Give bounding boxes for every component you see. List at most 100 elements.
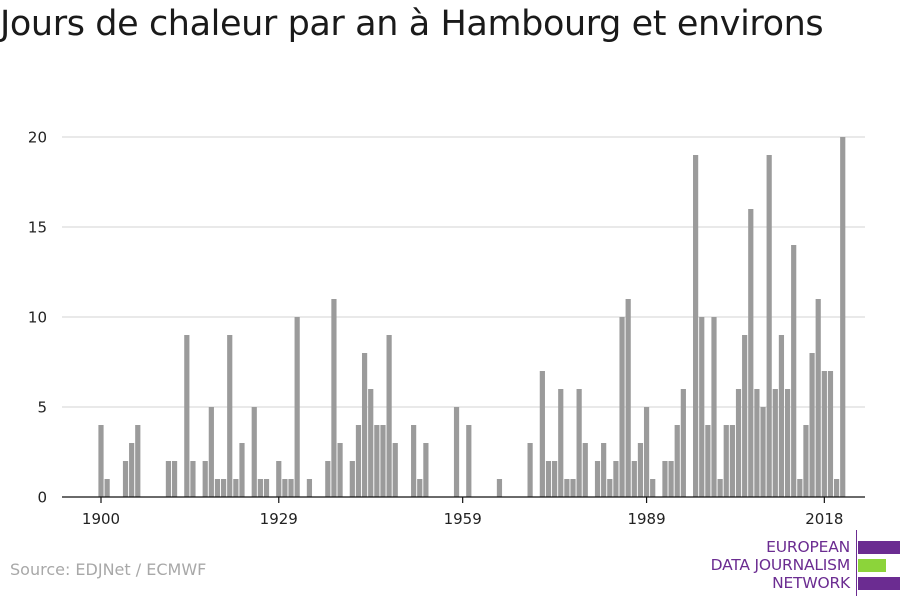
bar xyxy=(276,461,282,497)
y-tick-label: 20 xyxy=(28,129,47,147)
bar xyxy=(834,479,840,497)
bar xyxy=(803,425,809,497)
bar xyxy=(729,425,735,497)
bar xyxy=(619,317,625,497)
bar xyxy=(539,371,545,497)
bar xyxy=(699,317,705,497)
bar xyxy=(766,155,772,497)
bar xyxy=(754,389,760,497)
bar xyxy=(257,479,263,497)
edjnet-logo[interactable]: EUROPEAN DATA JOURNALISM NETWORK xyxy=(700,530,900,596)
bar xyxy=(288,479,294,497)
bar xyxy=(202,461,208,497)
bar xyxy=(705,425,711,497)
bar xyxy=(135,425,141,497)
logo-bar-bottom xyxy=(858,577,900,590)
bar xyxy=(122,461,129,497)
logo-text-line-1: EUROPEAN xyxy=(766,538,850,556)
bar xyxy=(251,407,257,497)
source-note: Source: EDJNet / ECMWF xyxy=(10,560,207,579)
logo-text-line-2: DATA JOURNALISM xyxy=(710,556,851,574)
bar xyxy=(742,335,748,497)
bar xyxy=(570,479,576,497)
bar xyxy=(613,461,619,497)
x-tick-label: 1929 xyxy=(260,510,298,528)
bar xyxy=(809,353,815,497)
bar xyxy=(221,479,227,497)
bar xyxy=(233,479,239,497)
bar xyxy=(392,443,398,497)
bar xyxy=(361,353,368,497)
bar xyxy=(294,317,300,497)
bar xyxy=(760,407,766,497)
bar xyxy=(227,335,233,497)
bar xyxy=(208,407,214,497)
y-tick-label: 0 xyxy=(37,489,47,507)
bar xyxy=(650,479,656,497)
bar xyxy=(594,461,601,497)
bar xyxy=(662,461,668,497)
bar xyxy=(827,371,834,497)
bar xyxy=(680,389,686,497)
bar xyxy=(631,461,637,497)
bar xyxy=(466,425,472,497)
bar xyxy=(576,389,582,497)
bar xyxy=(374,425,380,497)
bar xyxy=(282,479,288,497)
bar xyxy=(723,425,729,497)
bar xyxy=(840,137,846,497)
x-tick-label: 1959 xyxy=(444,510,482,528)
bar xyxy=(558,389,564,497)
x-tick-label: 1989 xyxy=(627,510,665,528)
bar xyxy=(748,209,754,497)
bar xyxy=(717,479,723,497)
bar xyxy=(214,479,221,497)
bar xyxy=(821,371,827,497)
bar xyxy=(778,335,785,497)
bar xyxy=(564,479,570,497)
bar xyxy=(735,389,742,497)
y-tick-label: 5 xyxy=(37,399,47,417)
x-tick-label: 2018 xyxy=(805,510,843,528)
y-tick-label: 15 xyxy=(28,219,47,237)
logo-separator xyxy=(856,530,857,596)
x-tick-label: 1900 xyxy=(82,510,120,528)
logo-bar-top xyxy=(858,541,900,554)
bar xyxy=(190,461,196,497)
bar xyxy=(104,479,110,497)
bar xyxy=(165,461,172,497)
bar xyxy=(791,245,797,497)
chart-title: Jours de chaleur par an à Hambourg et en… xyxy=(0,4,824,44)
bar xyxy=(601,443,607,497)
y-tick-label: 10 xyxy=(28,309,47,327)
bar xyxy=(772,389,778,497)
bar xyxy=(815,299,821,497)
bar xyxy=(674,425,680,497)
bar xyxy=(171,461,178,497)
bar xyxy=(129,443,135,497)
bar xyxy=(417,479,423,497)
bar xyxy=(496,479,503,497)
bar xyxy=(545,461,552,497)
bar xyxy=(306,479,313,497)
logo-text-line-3: NETWORK xyxy=(772,574,850,592)
bar xyxy=(582,443,588,497)
bar xyxy=(637,443,644,497)
bar xyxy=(349,461,355,497)
bar xyxy=(552,461,558,497)
bar xyxy=(797,479,803,497)
bar xyxy=(325,461,331,497)
bar xyxy=(239,443,245,497)
bar xyxy=(607,479,613,497)
bar xyxy=(386,335,392,497)
bar xyxy=(423,443,429,497)
bar xyxy=(263,479,270,497)
bar xyxy=(368,389,374,497)
bar xyxy=(643,407,650,497)
bar xyxy=(337,443,343,497)
bar xyxy=(411,425,417,497)
bar xyxy=(527,443,533,497)
bar xyxy=(784,389,791,497)
bar xyxy=(184,335,190,497)
